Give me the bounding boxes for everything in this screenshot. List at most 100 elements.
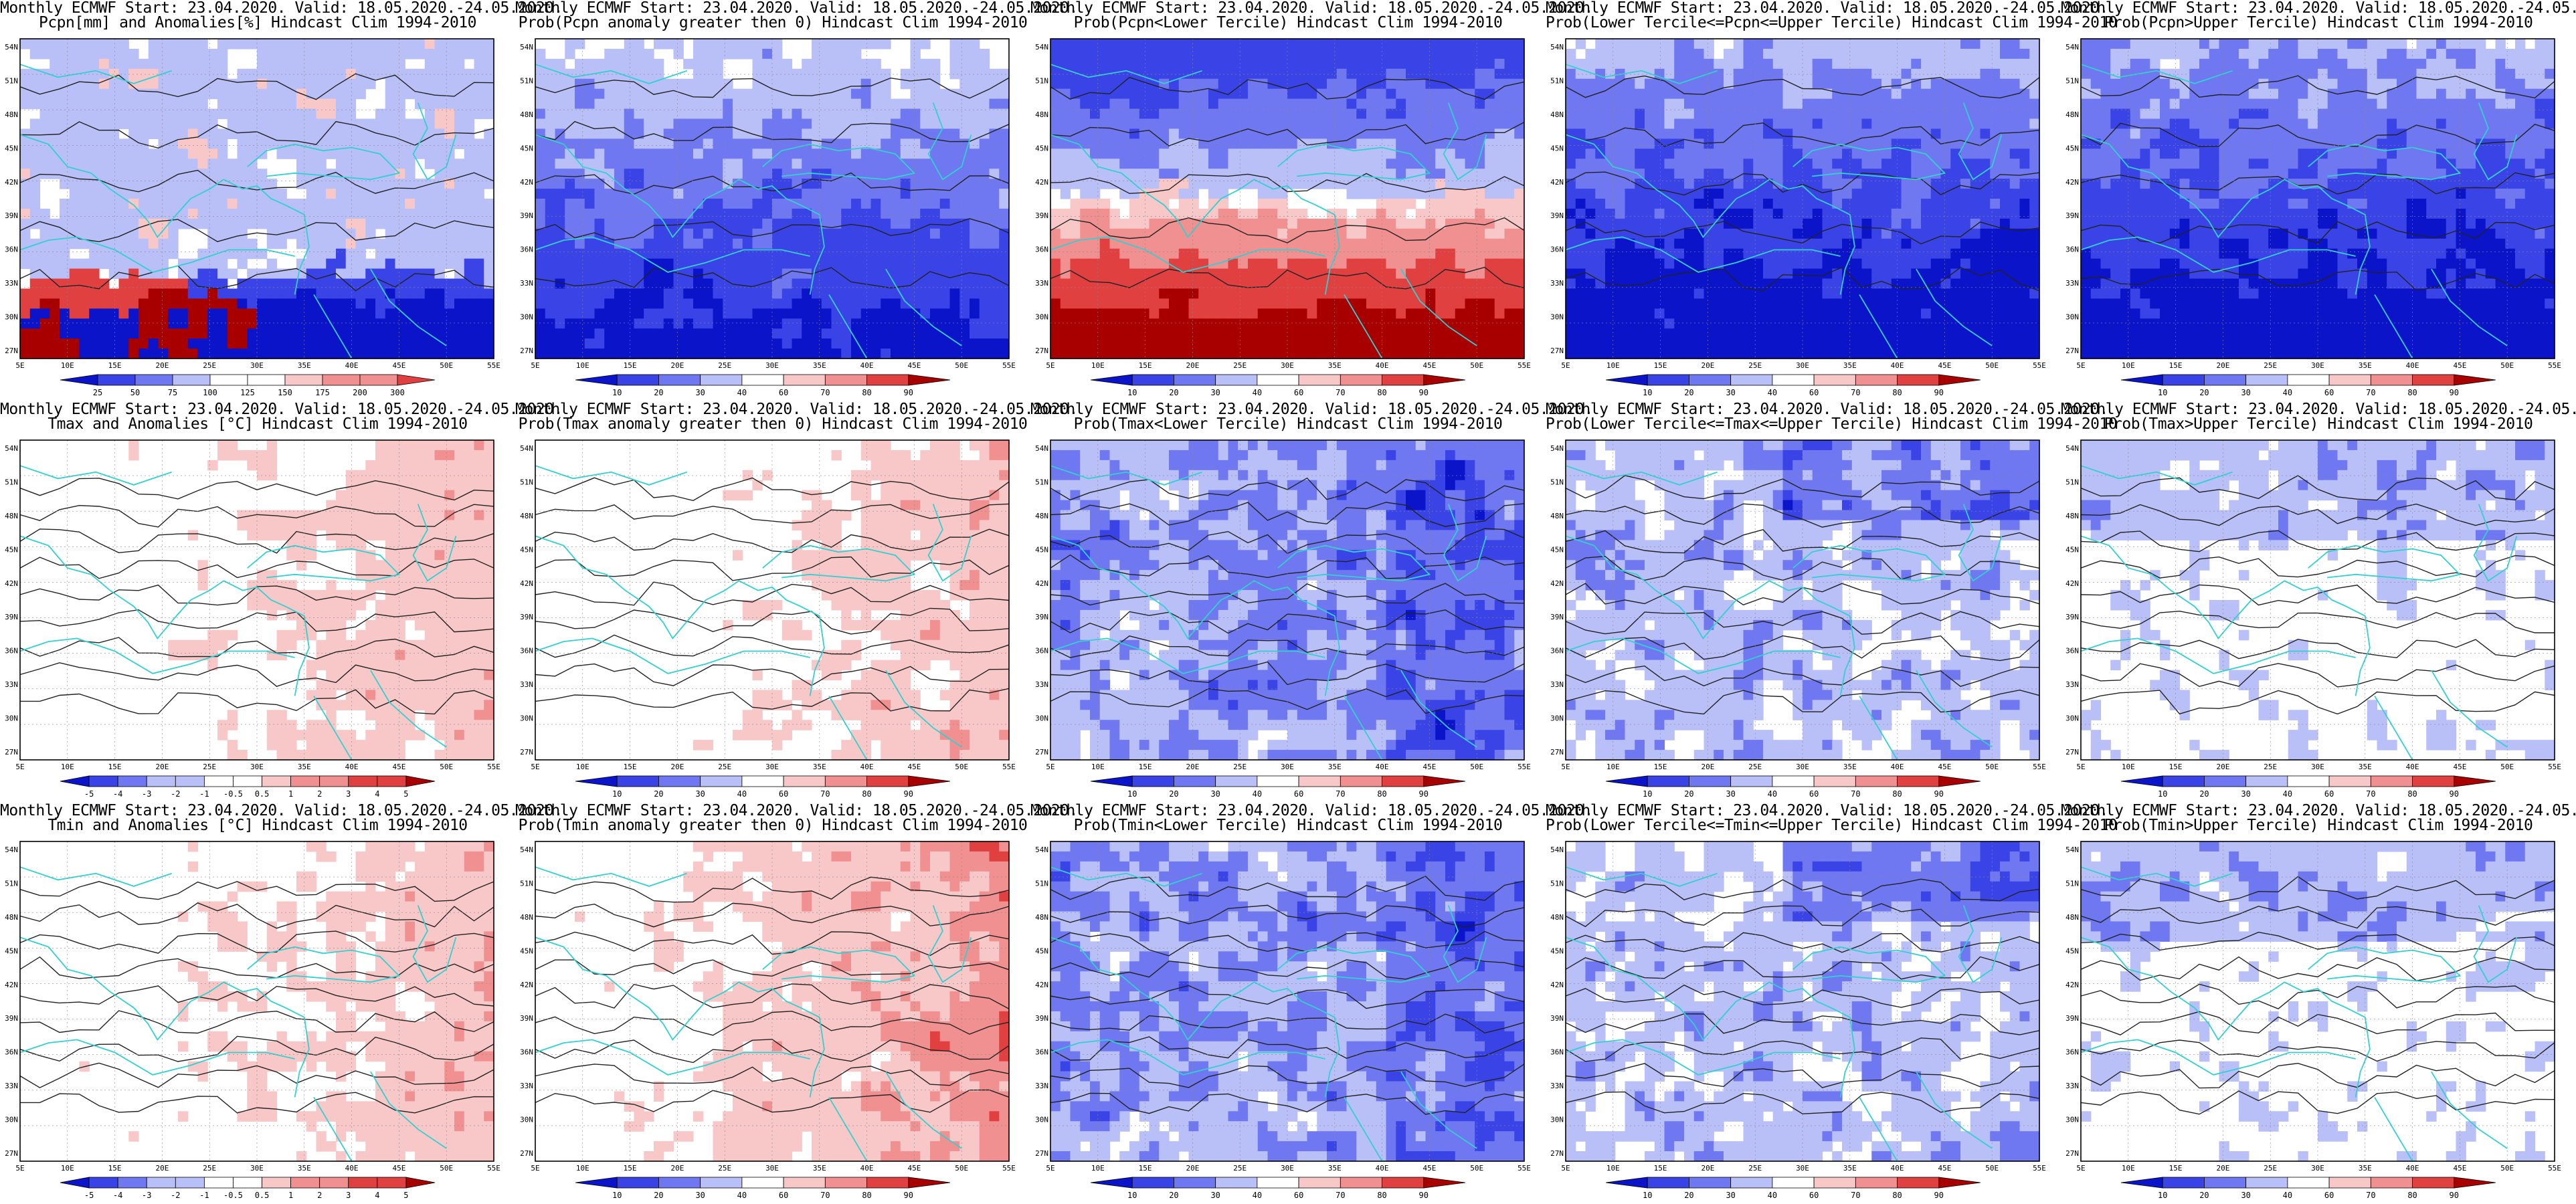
colorbar-tick-label: 60 (779, 789, 788, 799)
panel-title-line1: Monthly ECMWF Start: 23.04.2020. Valid: … (1030, 401, 1593, 418)
latitude-label: 45N (1550, 144, 1564, 153)
map-panel-tmax-middle: Monthly ECMWF Start: 23.04.2020. Valid: … (1546, 401, 2118, 803)
longitude-label: 30E (1281, 763, 1294, 771)
colorbar-arrow-high (1938, 374, 1981, 386)
longitude-label: 5E (1046, 763, 1054, 771)
colorbar-tick-label: 70 (1336, 1191, 1345, 1200)
colorbar-tick-label: 70 (1336, 388, 1345, 397)
colorbar-segment (284, 374, 323, 386)
longitude-label: 55E (1517, 763, 1531, 771)
colorbar-tick-label: 30 (2241, 789, 2250, 799)
colorbar: 10 20 30 40 60 70 80 90 (575, 374, 951, 397)
colorbar-segment (359, 374, 398, 386)
colorbar-arrow-low (1605, 374, 1648, 386)
colorbar-tick-label: 80 (2407, 1191, 2417, 1200)
latitude-label: 39N (1035, 613, 1048, 621)
latitude-label: 45N (2065, 545, 2079, 554)
colorbar-segment (1298, 1177, 1341, 1189)
longitude-label: 50E (2500, 361, 2514, 370)
latitude-label: 54N (1550, 444, 1564, 453)
latitude-labels: 54N 51N 48N 45N 42N 39N 36N 33N 30N 27N (5, 444, 18, 757)
colorbar-tick-label: 40 (737, 789, 747, 799)
colorbar-tick-label: 40 (1253, 789, 1262, 799)
panel-title-line1: Monthly ECMWF Start: 23.04.2020. Valid: … (1546, 802, 2108, 819)
longitude-label: 15E (1654, 1164, 1667, 1173)
colorbar-tick-label: 90 (1934, 1191, 1944, 1200)
colorbar-tick-label: 90 (1419, 388, 1429, 397)
graticule (1050, 841, 1524, 1161)
longitude-label: 35E (2359, 1164, 2372, 1173)
coastlines (19, 465, 457, 761)
latitude-label: 51N (520, 76, 533, 85)
longitude-label: 25E (203, 763, 216, 771)
longitude-label: 20E (1186, 361, 1199, 370)
panel-title-line1: Monthly ECMWF Start: 23.04.2020. Valid: … (515, 401, 1078, 418)
longitude-label: 20E (155, 1164, 169, 1173)
colorbar-segment (658, 1177, 701, 1189)
longitude-label: 15E (2169, 763, 2183, 771)
colorbar-segment (866, 775, 909, 787)
colorbar-tick-label: 30 (2241, 1191, 2250, 1200)
longitude-labels: 5E 10E 15E 20E 25E 30E 35E 40E 45E 50E 55E (2076, 1164, 2561, 1173)
coastlines (2080, 866, 2518, 1162)
colorbar-tick-label: -4 (113, 789, 122, 799)
latitude-label: 27N (520, 1149, 533, 1158)
longitude-label: 55E (1002, 361, 1016, 370)
latitude-label: 45N (520, 545, 533, 554)
colorbar: 10 20 30 40 60 70 80 90 (1605, 775, 1981, 799)
longitude-label: 40E (2406, 1164, 2419, 1173)
panel-title-line1: Monthly ECMWF Start: 23.04.2020. Valid: … (1546, 401, 2108, 418)
map-panel-tmin-lower: Monthly ECMWF Start: 23.04.2020. Valid: … (1030, 803, 1593, 1204)
panel-title-line2: Prob(Tmax anomaly greater then 0) Hindca… (518, 415, 1028, 433)
colorbar-segment (1257, 775, 1299, 787)
colorbar-tick-label: 80 (1377, 789, 1386, 799)
colorbar-tick-label: 30 (695, 789, 705, 799)
graticule (20, 440, 494, 760)
colorbar: 10 20 30 40 60 70 80 90 (2120, 374, 2496, 397)
longitude-label: 45E (1422, 361, 1436, 370)
colorbar-tick-label: 20 (654, 789, 663, 799)
longitude-label: 55E (2548, 763, 2561, 771)
colorbar-segment (1730, 775, 1773, 787)
colorbar-segment (1772, 374, 1815, 386)
longitude-label: 35E (1328, 1164, 1342, 1173)
colorbar-arrow-low (1090, 775, 1133, 787)
panel-title-line1: Monthly ECMWF Start: 23.04.2020. Valid: … (2061, 401, 2576, 418)
colorbar-segment (783, 374, 826, 386)
coastlines (1565, 866, 2003, 1162)
latitude-label: 36N (520, 245, 533, 254)
longitude-label: 15E (108, 361, 122, 370)
latitude-labels: 54N 51N 48N 45N 42N 39N 36N 33N 30N 27N (2065, 444, 2079, 757)
longitude-label: 10E (61, 1164, 74, 1173)
latitude-label: 39N (2065, 1014, 2079, 1023)
colorbar-segment (377, 1177, 407, 1189)
latitude-label: 36N (1035, 245, 1048, 254)
longitude-labels: 5E 10E 15E 20E 25E 30E 35E 40E 45E 50E 55E (15, 1164, 500, 1173)
graticule (535, 39, 1009, 359)
longitude-label: 20E (670, 361, 684, 370)
colorbar-segment (1813, 775, 1856, 787)
colorbar-segment (2162, 374, 2205, 386)
latitude-label: 27N (1035, 1149, 1048, 1158)
latitude-label: 33N (1035, 1082, 1048, 1090)
longitude-label: 10E (576, 763, 589, 771)
longitude-label: 20E (155, 763, 169, 771)
colorbar-tick-label: 90 (2450, 388, 2459, 397)
latitude-label: 54N (1035, 845, 1048, 854)
colorbar-segment (2204, 374, 2247, 386)
colorbar-tick-label: 70 (1851, 388, 1860, 397)
colorbar-tick-label: 20 (2199, 388, 2209, 397)
longitude-label: 50E (440, 763, 453, 771)
latitude-label: 51N (5, 879, 18, 888)
colorbar-tick-label: 70 (1336, 789, 1345, 799)
colorbar-tick-label: 300 (390, 388, 405, 397)
colorbar-tick-label: 60 (1294, 1191, 1303, 1200)
longitude-labels: 5E 10E 15E 20E 25E 30E 35E 40E 45E 50E 55E (531, 1164, 1016, 1173)
shaded-field (693, 440, 1010, 761)
latitude-label: 51N (1550, 879, 1564, 888)
map-frame (1565, 38, 2040, 359)
latitude-label: 30N (5, 313, 18, 322)
panel-title-line2: Tmin and Anomalies [°C] Hindcast Clim 19… (48, 817, 468, 834)
